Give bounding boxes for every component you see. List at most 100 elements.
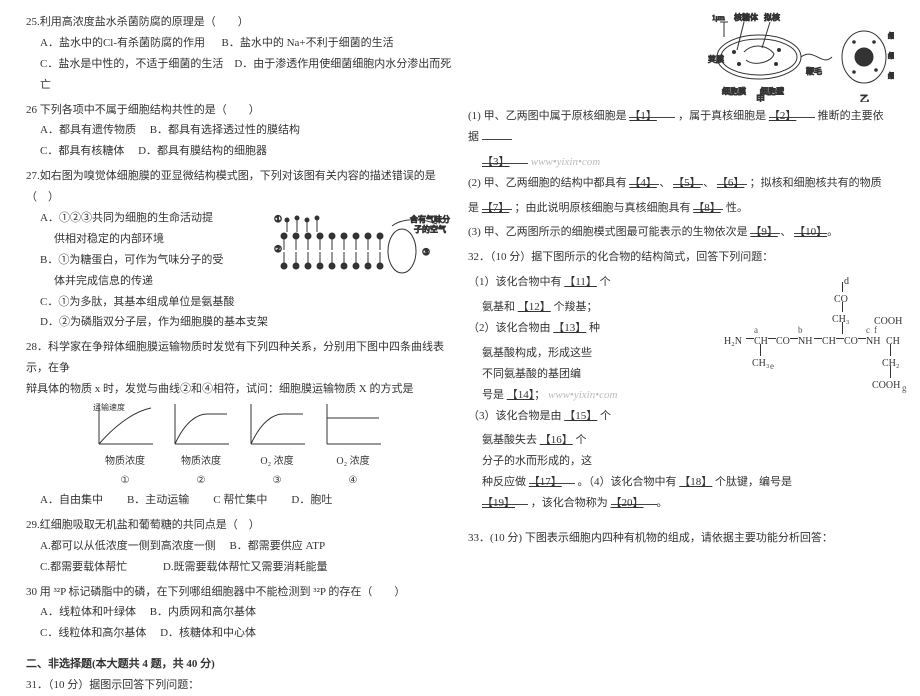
q28-d: D．胞吐 [291, 490, 332, 511]
blank-19: 【19】 [482, 497, 515, 509]
curve-1: 运输速度 [91, 400, 159, 452]
q31-p2b: ；拟核和细胞核共有的物质 [750, 177, 882, 189]
blank-16: 【16】 [540, 434, 573, 446]
chem-h2n: H₂N [724, 332, 742, 351]
q31-p3a: (3) 甲、乙两图所示的细胞模式图最可能表示的生物依次是 [468, 226, 748, 238]
lab-ribo: 核糖体 [734, 12, 758, 22]
q31-part2: (2) 甲、乙两细胞的结构中都具有 【4】、 【5】、 【6】 ；拟核和细胞核共… [468, 173, 894, 194]
q33-stem: 33．(10 分) 下图表示细胞内四种有机物的组成，请依据主要功能分析回答： [468, 528, 894, 549]
q26-c: C．都具有核糖体 [40, 145, 124, 157]
q25-a: A．盐水中的Cl-有杀菌防腐的作用 [40, 37, 205, 49]
c2-x: 物质浓度 [181, 456, 221, 467]
blank-9: 【9】 [750, 226, 778, 238]
q30: 30 用 ³²P 标记磷脂中的磷，在下列哪组细胞器中不能检测到 ³²P 的存在（… [26, 582, 452, 645]
lab-nucleoid: 拟核 [764, 12, 780, 22]
q32-p3b: 个 [600, 410, 611, 422]
chem-e: e [770, 358, 774, 375]
q29-stem: 29.红细胞吸取无机盐和葡萄糖的共同点是（ ） [26, 515, 452, 536]
q30-d: D．核糖体和中心体 [160, 627, 256, 639]
chem-ch31: CH₃ [832, 310, 849, 329]
q32-p3c-row: 氨基酸失去 【16】 个 [468, 430, 894, 451]
q28: 28．科学家在争辩体细胞膜运输物质时发觉有下列四种关系，分别用下图中四条曲线表示… [26, 337, 452, 511]
c2-n: ② [197, 475, 206, 486]
q29-b: B．都需要供应 ATP [229, 540, 325, 552]
c1-x: 物质浓度 [105, 456, 145, 467]
q32-p2b: 种 [589, 322, 600, 334]
chem-ch3: CH [886, 332, 900, 351]
lab-yi: 乙 [860, 94, 869, 102]
q28-figures: 运输速度 物质浓度 ① 物质浓度 ② O₂ 浓度 ③ [26, 400, 452, 490]
blank-7: 【7】 [482, 202, 510, 214]
q32-p2a: （2）该化合物由 [468, 322, 551, 334]
q32-p3f-row: 种反应做 【17】 。（4）该化合物中有 【18】 个肽键，编号是 [468, 472, 894, 493]
q28-c: C 帮忙集中 [213, 490, 267, 511]
q31-p2d: ；由此说明原核细胞与真核细胞具有 [515, 202, 691, 214]
q31-p2c: 是 [468, 202, 479, 214]
q31-blank3-row: 【3】 www•yixin•com [468, 152, 894, 173]
q31-p2a: (2) 甲、乙两细胞的结构中都具有 [468, 177, 627, 189]
q28-a: A．自由集中 [40, 490, 103, 511]
q25-b: B．盐水中的 Na+不利于细菌的生活 [222, 37, 394, 49]
c1-n: ① [121, 475, 130, 486]
q29-c: C.都需要载体帮忙 [40, 561, 127, 573]
c3-n: ③ [273, 475, 282, 486]
q32-p3f: 种反应做 [482, 476, 526, 488]
q32-p1a: （1）该化合物中有 [468, 276, 562, 288]
blank-1: 【1】 [629, 110, 657, 122]
cell-figure: 1μm 核糖体 拟核 荚膜 细胞膜 细胞壁 鞭毛 甲 细胞膜 细胞核 细胞质 乙 [704, 12, 894, 102]
blank-3: 【3】 [482, 156, 510, 168]
section2-title: 二、非选择题(本大题共 4 题，共 40 分) [26, 654, 452, 675]
q26: 26 下列各项中不属于细胞结构共性的是（ ） A．都具有遗传物质 B．都具有选择… [26, 100, 452, 163]
q29: 29.红细胞吸取无机盐和葡萄糖的共同点是（ ） A.都可以从低浓度一侧到高浓度一… [26, 515, 452, 578]
blank-17: 【17】 [529, 476, 562, 488]
q32-p3e: 分子的水而形成的，这 [468, 451, 894, 472]
lab-cyto: 细胞质 [888, 71, 894, 80]
q31-part3: (3) 甲、乙两图所示的细胞模式图最可能表示的生物依次是 【9】、 【10】。 [468, 222, 894, 243]
q32-p1d: 个羧基； [554, 301, 598, 313]
peptide-structure: d CO CH₃ H₂N CH a CO NH b CH CO NH c CH … [724, 272, 894, 422]
curve-3 [243, 400, 311, 452]
q32-p1b: 个 [600, 276, 611, 288]
q30-stem: 30 用 ³²P 标记磷脂中的磷，在下列哪组细胞器中不能检测到 ³²P 的存在（… [26, 582, 452, 603]
watermark-text: www•yixin•com [531, 152, 600, 173]
q30-b: B．内质网和高尔基体 [150, 606, 256, 618]
blank-10: 【10】 [794, 226, 827, 238]
curve-2 [167, 400, 235, 452]
curve-4 [319, 400, 387, 452]
q27-d: D．②为磷脂双分子层，作为细胞膜的基本支架 [40, 312, 452, 333]
lab-capsule: 荚膜 [708, 54, 724, 64]
blank-12: 【12】 [518, 301, 551, 313]
q26-b: B．都具有选择透过性的膜结构 [150, 124, 300, 136]
q27: 27.如右图为嗅觉体细胞膜的亚显微结构模式图，下列对该图有关内容的描述错误的是（… [26, 166, 452, 333]
lab-wall: 细胞膜 [722, 86, 746, 96]
membrane-figure: 含有气味分 子的空气 [272, 210, 452, 290]
blank-5: 【5】 [673, 177, 701, 189]
chem-ch32: CH₃ [752, 354, 769, 373]
c3-x: O₂ 浓度 [260, 456, 293, 467]
blank-11: 【11】 [564, 276, 597, 288]
blank-20: 【20】 [611, 497, 644, 509]
blank-14: 【14】 [507, 389, 535, 401]
chem-ch-b: CH [822, 332, 836, 351]
q32-stem: 32．（10 分）据下图所示的化合物的结构简式，回答下列问题： [468, 247, 894, 268]
q26-options: A．都具有遗传物质 B．都具有选择透过性的膜结构 C．都具有核糖体 D．都具有膜… [26, 120, 452, 162]
blank-13: 【13】 [553, 322, 586, 334]
lab-mem2: 细胞膜 [888, 31, 894, 40]
lab-jia: 甲 [756, 94, 765, 102]
chem-b: b [798, 322, 803, 339]
fig-air-label2: 子的空气 [414, 224, 446, 234]
q32-p4b: 个肽键，编号是 [715, 476, 792, 488]
q32-p4c-row: 【19】 ，该化合物称为 【20】。 [468, 493, 894, 514]
q26-stem: 26 下列各项中不属于细胞结构共性的是（ ） [26, 100, 452, 121]
chem-co2: CO [776, 332, 790, 351]
chem-co3: CO [844, 332, 858, 351]
q31-part2b: 是 【7】 ；由此说明原核细胞与真核细胞具有 【8】 性。 [468, 198, 894, 219]
chem-a: a [754, 322, 758, 339]
q27-stem: 27.如右图为嗅觉体细胞膜的亚显微结构模式图，下列对该图有关内容的描述错误的是（… [26, 166, 452, 208]
fig-air-label: 含有气味分 [410, 214, 450, 224]
q28-b: B．主动运输 [127, 490, 189, 511]
lab-flag: 鞭毛 [806, 66, 822, 76]
q29-options: A.都可以从低浓度一侧到高浓度一侧 B．都需要供应 ATP C.都需要载体帮忙 … [26, 536, 452, 578]
svg-text:运输速度: 运输速度 [93, 402, 125, 412]
blank-2: 【2】 [769, 110, 797, 122]
